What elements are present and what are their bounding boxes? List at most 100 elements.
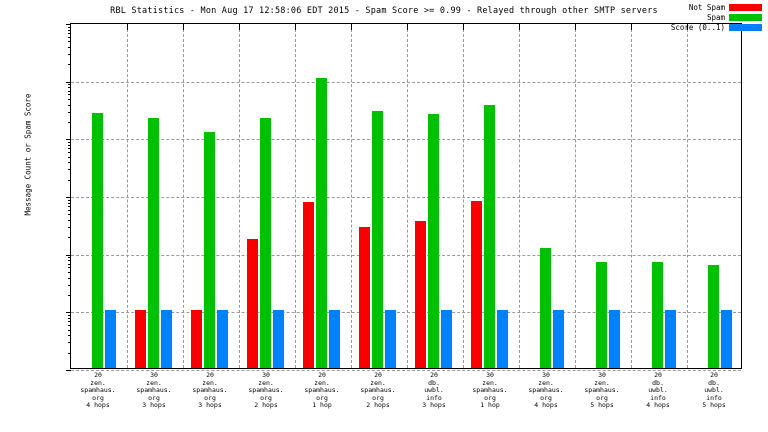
bar-not-spam <box>302 202 314 368</box>
x-axis-tick-label: 30 zen. spamhaus. org 1 hop <box>472 371 508 410</box>
bar-score <box>608 310 620 368</box>
y-axis-minor-tick <box>68 209 71 211</box>
bar-score <box>272 310 284 368</box>
y-axis-minor-tick <box>68 335 71 337</box>
x-axis-tick <box>127 24 128 30</box>
x-axis-tick <box>183 24 184 30</box>
y-axis-minor-tick <box>68 321 71 323</box>
x-axis-tick-label: 20 zen. spamhaus. org 4 hops <box>80 371 116 410</box>
legend-color-swatch <box>729 4 762 11</box>
gridline-vertical <box>519 24 520 368</box>
y-axis-minor-tick <box>68 54 71 56</box>
y-axis-minor-tick <box>68 36 71 38</box>
y-axis-minor-tick <box>68 94 71 96</box>
y-axis-tick <box>66 139 71 141</box>
y-axis-minor-tick <box>68 29 71 31</box>
bar-score <box>216 310 228 368</box>
y-axis-minor-tick <box>68 156 71 158</box>
bar-not-spam <box>134 310 146 368</box>
bar-score <box>104 310 116 368</box>
legend-color-swatch <box>729 24 762 31</box>
x-axis-tick <box>351 24 352 30</box>
chart-title: RBL Statistics - Mon Aug 17 12:58:06 EDT… <box>110 6 658 16</box>
x-axis-tick <box>239 24 240 30</box>
y-axis-minor-tick <box>68 141 71 143</box>
chart-legend: Not Spam Spam Score (0..1) <box>671 3 762 33</box>
gridline-vertical <box>183 24 184 368</box>
y-axis-minor-tick <box>68 41 71 43</box>
y-axis-minor-tick <box>68 46 71 48</box>
y-axis-minor-tick <box>68 144 71 146</box>
bar-score <box>384 310 396 368</box>
y-axis-minor-tick <box>68 179 71 181</box>
x-axis-tick <box>687 24 688 30</box>
x-axis-tick-label: 20 db. uwbl. info 4 hops <box>646 371 670 410</box>
bar-not-spam <box>414 220 426 368</box>
bar-score <box>496 310 508 368</box>
bar-spam <box>595 261 607 368</box>
y-axis-minor-tick <box>68 257 71 259</box>
bar-not-spam <box>358 226 370 368</box>
x-axis-tick-label: 20 db. uwbl. info 5 hops <box>702 371 726 410</box>
gridline-vertical <box>631 24 632 368</box>
x-axis-tick <box>295 24 296 30</box>
y-axis-minor-tick <box>68 104 71 106</box>
y-axis-minor-tick <box>68 352 71 354</box>
bar-spam <box>427 114 439 368</box>
y-axis-minor-tick <box>68 219 71 221</box>
x-axis-tick-label: 20 zen. spamhaus. org 3 hops <box>192 371 228 410</box>
bar-spam <box>483 104 495 368</box>
bar-score <box>552 310 564 368</box>
bar-score <box>664 310 676 368</box>
gridline-horizontal <box>71 254 741 256</box>
y-axis-minor-tick <box>68 325 71 327</box>
x-axis-tick-label: 30 zen. spamhaus. org 4 hops <box>528 371 564 410</box>
y-axis-minor-tick <box>68 169 71 171</box>
y-axis-minor-tick <box>68 152 71 154</box>
y-axis-minor-tick <box>68 294 71 296</box>
y-axis-minor-tick <box>68 121 71 123</box>
bar-spam <box>203 131 215 368</box>
x-axis-tick-label: 20 zen. spamhaus. org 1 hop <box>304 371 340 410</box>
legend-color-swatch <box>729 14 762 21</box>
bar-score <box>720 310 732 368</box>
gridline-vertical <box>127 24 128 368</box>
x-axis-tick-label: 30 zen. spamhaus. org 3 hops <box>136 371 172 410</box>
y-axis-minor-tick <box>68 272 71 274</box>
y-axis-minor-tick <box>68 263 71 265</box>
gridline-horizontal <box>71 312 741 314</box>
y-axis-minor-tick <box>68 32 71 34</box>
y-axis-minor-tick <box>68 26 71 28</box>
x-axis-tick <box>463 24 464 30</box>
bar-score <box>160 310 172 368</box>
legend-label: Not Spam <box>688 3 725 12</box>
gridline-vertical <box>407 24 408 368</box>
y-axis-minor-tick <box>68 317 71 319</box>
bar-not-spam <box>190 310 202 368</box>
y-axis-tick <box>66 254 71 256</box>
x-axis-tick <box>407 24 408 30</box>
y-axis-minor-tick <box>68 162 71 164</box>
bar-not-spam <box>470 201 482 368</box>
legend-label: Spam <box>706 13 725 22</box>
legend-label: Score (0..1) <box>670 23 725 32</box>
bar-spam <box>707 265 719 368</box>
x-axis-tick-label: 20 db. uwbl. info 3 hops <box>422 371 446 410</box>
y-axis-minor-tick <box>68 202 71 204</box>
y-axis-minor-tick <box>68 227 71 229</box>
y-axis-minor-tick <box>68 237 71 239</box>
y-axis-minor-tick <box>68 260 71 262</box>
bar-spam <box>91 113 103 368</box>
gridline-vertical <box>295 24 296 368</box>
bar-spam <box>539 248 551 368</box>
y-axis-minor-tick <box>68 342 71 344</box>
gridline-vertical <box>463 24 464 368</box>
legend-item: Score (0..1) <box>671 23 762 32</box>
bar-spam <box>147 118 159 368</box>
y-axis-minor-tick <box>68 205 71 207</box>
gridline-vertical <box>351 24 352 368</box>
y-axis-minor-tick <box>68 84 71 86</box>
y-axis-minor-tick <box>68 111 71 113</box>
x-axis-tick <box>575 24 576 30</box>
